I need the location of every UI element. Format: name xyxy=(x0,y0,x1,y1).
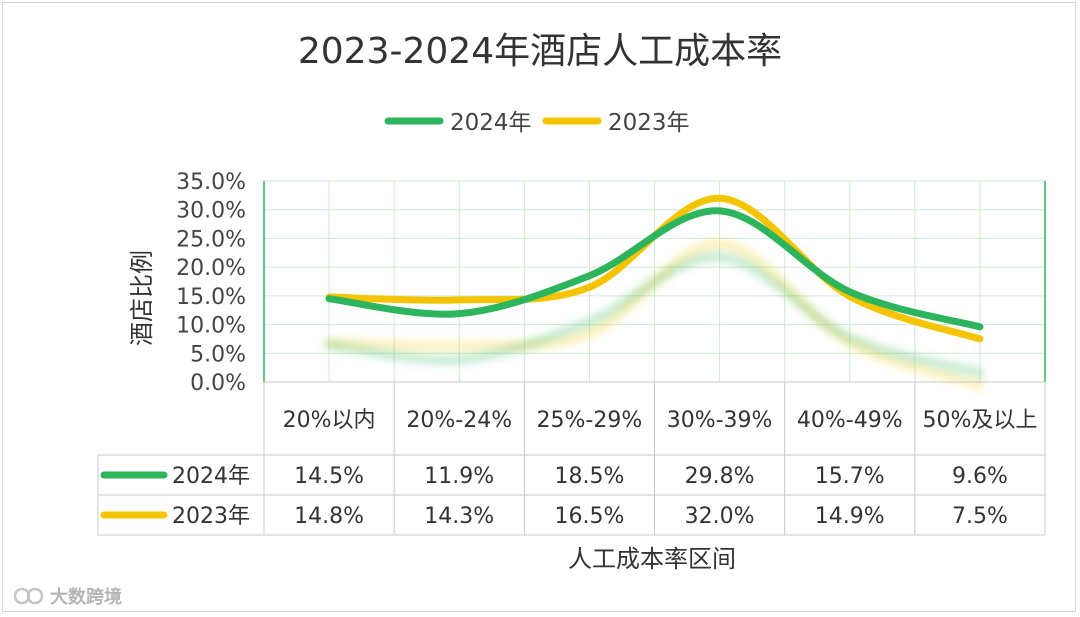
data-label: 14.5% xyxy=(294,464,364,489)
legend-label-2024: 2024年 xyxy=(450,110,532,136)
y-tick-label: 15.0% xyxy=(176,285,246,310)
series-shadow xyxy=(324,252,985,378)
x-tick-label: 25%-29% xyxy=(537,408,643,433)
x-tick-label: 30%-39% xyxy=(667,408,773,433)
x-tick-label: 50%及以上 xyxy=(922,408,1037,433)
data-label: 14.8% xyxy=(294,504,364,529)
watermark-logo-icon xyxy=(13,587,44,605)
y-tick-label: 20.0% xyxy=(176,256,246,281)
x-tick-label: 20%以内 xyxy=(283,408,376,433)
x-tick-label: 40%-49% xyxy=(797,408,903,433)
data-label: 14.3% xyxy=(424,504,494,529)
data-label: 18.5% xyxy=(554,464,624,489)
y-axis-label: 酒店比例 xyxy=(128,250,156,346)
data-label: 14.9% xyxy=(815,504,885,529)
data-label: 9.6% xyxy=(952,464,1008,489)
data-label: 7.5% xyxy=(952,504,1008,529)
series-shadows xyxy=(324,239,985,390)
y-tick-label: 30.0% xyxy=(176,199,246,224)
watermark-text: 大数跨境 xyxy=(50,586,122,608)
data-label: 11.9% xyxy=(424,464,494,489)
watermark: 大数跨境 xyxy=(13,586,122,608)
data-table: 20%以内 20%-24% 25%-29% 30%-39% 40%-49% 50%及以上 2… xyxy=(97,381,1046,536)
data-label: 15.7% xyxy=(815,464,885,489)
y-tick-label: 35.0% xyxy=(176,170,246,195)
y-tick-label: 0.0% xyxy=(190,371,246,396)
y-tick-label: 10.0% xyxy=(176,314,246,339)
data-label: 16.5% xyxy=(554,504,624,529)
data-label: 29.8% xyxy=(685,464,755,489)
x-tick-label: 20%-24% xyxy=(406,408,512,433)
y-tick-label: 25.0% xyxy=(176,227,246,252)
legend-label-2023: 2023年 xyxy=(608,110,690,136)
chart-title: 2023-2024年酒店人工成本率 xyxy=(298,31,782,72)
legend: 2024年 2023年 xyxy=(384,110,690,136)
data-label: 32.0% xyxy=(685,504,755,529)
x-axis-label: 人工成本率区间 xyxy=(568,545,736,573)
table-series-name: 2023年 xyxy=(172,504,250,529)
y-tick-label: 5.0% xyxy=(190,342,246,367)
series-line-0 xyxy=(325,207,984,331)
y-axis-ticks: 0.0% 5.0% 10.0% 15.0% 20.0% 25.0% 30.0% 35.0% xyxy=(176,170,246,396)
table-series-name: 2024年 xyxy=(172,464,250,489)
series-lines xyxy=(325,194,984,343)
